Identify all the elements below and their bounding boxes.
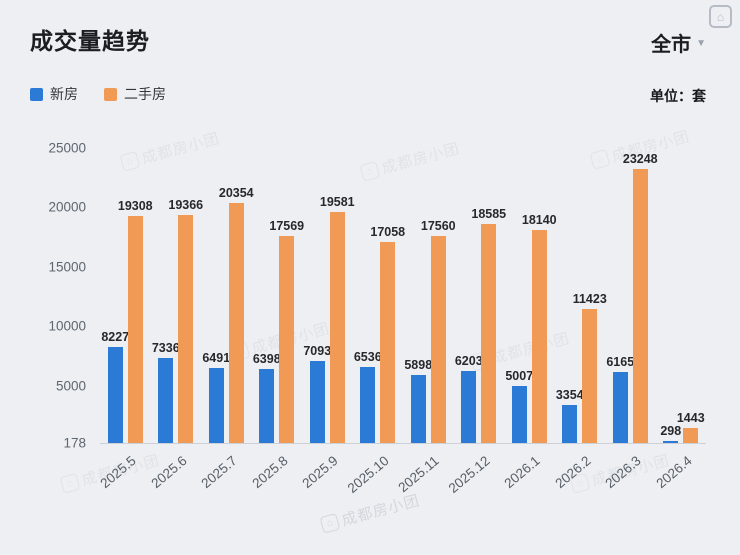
- bar-new-house[interactable]: 3354: [556, 388, 584, 443]
- bar-new-house[interactable]: 5007: [505, 369, 533, 443]
- x-axis-layer: 2025.5 2025.6 2025.7 2025.8 2025.9 2025.10 202…: [97, 443, 706, 513]
- legend-item-second-hand[interactable]: 二手房: [104, 84, 166, 104]
- x-axis-label: 2025.8: [249, 453, 291, 492]
- bar-second-hand[interactable]: 17569: [269, 219, 304, 443]
- bar-second-hand[interactable]: 1443: [677, 411, 705, 443]
- bar-second-hand[interactable]: 11423: [573, 292, 607, 443]
- bar-group: 298 1443: [656, 148, 707, 443]
- y-tick-label: 5000: [55, 378, 86, 394]
- bar-value-label: 18585: [471, 207, 507, 222]
- bar-value-label: 19581: [319, 195, 355, 210]
- bar-new-house[interactable]: 7336: [152, 341, 180, 443]
- bar-group: 7336 19366: [151, 148, 203, 443]
- scope-value: 全市: [651, 34, 692, 56]
- scope-dropdown[interactable]: 全市 ▼: [651, 28, 706, 57]
- bar-value-label: 19308: [117, 198, 153, 213]
- bar-value-label: 7093: [303, 343, 332, 358]
- bar-second-hand[interactable]: 19581: [320, 195, 355, 443]
- bar-value-label: 6536: [353, 350, 382, 365]
- bar-second-hand[interactable]: 19366: [168, 198, 203, 443]
- bar-group: 6203 18585: [454, 148, 506, 443]
- bar-value-label: 8227: [101, 330, 130, 345]
- bar-group: 6491 20354: [201, 148, 254, 443]
- bar-new-house[interactable]: 6491: [202, 351, 230, 443]
- x-axis-label: 2025.12: [445, 453, 493, 496]
- x-axis-label: 2025.6: [148, 453, 190, 492]
- x-axis-label: 2025.7: [198, 453, 240, 492]
- chevron-down-icon: ▼: [696, 38, 706, 49]
- bar-value-label: 20354: [218, 186, 254, 201]
- bar-second-hand[interactable]: 23248: [623, 152, 658, 443]
- bar-value-label: 5898: [404, 358, 433, 373]
- brand-logo: ⌂: [709, 5, 732, 28]
- bar-group: 6165 23248: [605, 148, 658, 443]
- house-icon: ⌂: [59, 472, 81, 494]
- bar-group: 3354 11423: [555, 148, 607, 443]
- bar-second-hand[interactable]: 17560: [421, 219, 456, 443]
- y-tick-label: 10000: [48, 318, 86, 334]
- bar-value-label: 18140: [521, 212, 557, 227]
- house-icon: ⌂: [319, 512, 341, 534]
- bar-value-label: 6203: [454, 354, 483, 369]
- bar-group: 5898 17560: [403, 148, 456, 443]
- bar-new-house[interactable]: 6398: [253, 352, 281, 443]
- legend: 新房 二手房: [30, 84, 166, 104]
- unit-label: 单位：套: [650, 88, 706, 104]
- x-axis-label: 2025.5: [97, 453, 139, 492]
- bar-value-label: 6398: [252, 352, 281, 367]
- x-axis-label: 2026.2: [552, 453, 594, 492]
- legend-swatch-new-house: [30, 87, 43, 101]
- y-axis: 25000 20000 15000 10000 5000 178: [5, 141, 100, 451]
- y-tick-label: 20000: [48, 199, 86, 215]
- bar-second-hand[interactable]: 19308: [118, 199, 153, 443]
- legend-label-new-house: 新房: [50, 86, 78, 102]
- bar-value-label: 11423: [572, 292, 607, 307]
- bar-value-label: 17569: [269, 219, 305, 234]
- bar-value-label: 3354: [555, 388, 584, 403]
- bar-value-label: 1443: [676, 410, 705, 425]
- plot-area: 8227 19308 7336 19366 6491 20354 6398 17569 7093…: [100, 148, 706, 443]
- page-title: 成交量趋势: [30, 28, 150, 54]
- x-axis-label: 2025.9: [299, 453, 341, 492]
- x-axis-label: 2026.4: [653, 453, 695, 492]
- bar-new-house[interactable]: 6203: [455, 354, 483, 443]
- y-tick-label: 25000: [48, 140, 86, 156]
- bar-group: 6398 17569: [252, 148, 304, 443]
- bar-group: 5007 18140: [504, 148, 557, 443]
- bar-value-label: 19366: [168, 197, 204, 212]
- bar-new-house[interactable]: 5898: [404, 358, 432, 443]
- bar-value-label: 23248: [622, 151, 658, 166]
- legend-item-new-house[interactable]: 新房: [30, 84, 78, 104]
- bar-value-label: 7336: [151, 340, 180, 355]
- chart-area: 25000 20000 15000 10000 5000 178 8227 19308 733…: [48, 141, 706, 496]
- bar-value-label: 6165: [606, 354, 635, 369]
- bar-new-house[interactable]: 6536: [354, 350, 382, 443]
- bar-group: 8227 19308: [100, 148, 153, 443]
- bar-value-label: 6491: [202, 350, 231, 365]
- bar-new-house[interactable]: 298: [660, 424, 681, 443]
- y-tick-label: 15000: [48, 259, 86, 275]
- bar-second-hand[interactable]: 18585: [471, 207, 506, 443]
- house-icon: ⌂: [709, 5, 732, 28]
- y-tick-label: 178: [63, 435, 86, 451]
- bar-value-label: 17560: [420, 219, 456, 234]
- bar-value-label: 17058: [370, 225, 406, 240]
- bar-new-house[interactable]: 7093: [303, 344, 331, 443]
- bar-value-label: 5007: [505, 368, 534, 383]
- legend-swatch-second-hand: [104, 87, 117, 101]
- x-axis-label: 2026.1: [501, 453, 543, 492]
- bar-second-hand[interactable]: 17058: [370, 225, 405, 443]
- x-axis-label: 2025.10: [344, 453, 392, 496]
- legend-label-second-hand: 二手房: [124, 86, 166, 102]
- bar-value-label: 298: [660, 424, 682, 438]
- x-axis-label: 2026.3: [602, 453, 644, 492]
- bar-new-house[interactable]: 8227: [101, 330, 129, 443]
- bar-group: 6536 17058: [353, 148, 405, 443]
- x-axis-label: 2025.11: [395, 453, 442, 496]
- bar-second-hand[interactable]: 20354: [219, 186, 254, 443]
- bar-new-house[interactable]: 6165: [606, 355, 634, 443]
- bar-group: 7093 19581: [302, 148, 355, 443]
- bar-second-hand[interactable]: 18140: [522, 213, 557, 443]
